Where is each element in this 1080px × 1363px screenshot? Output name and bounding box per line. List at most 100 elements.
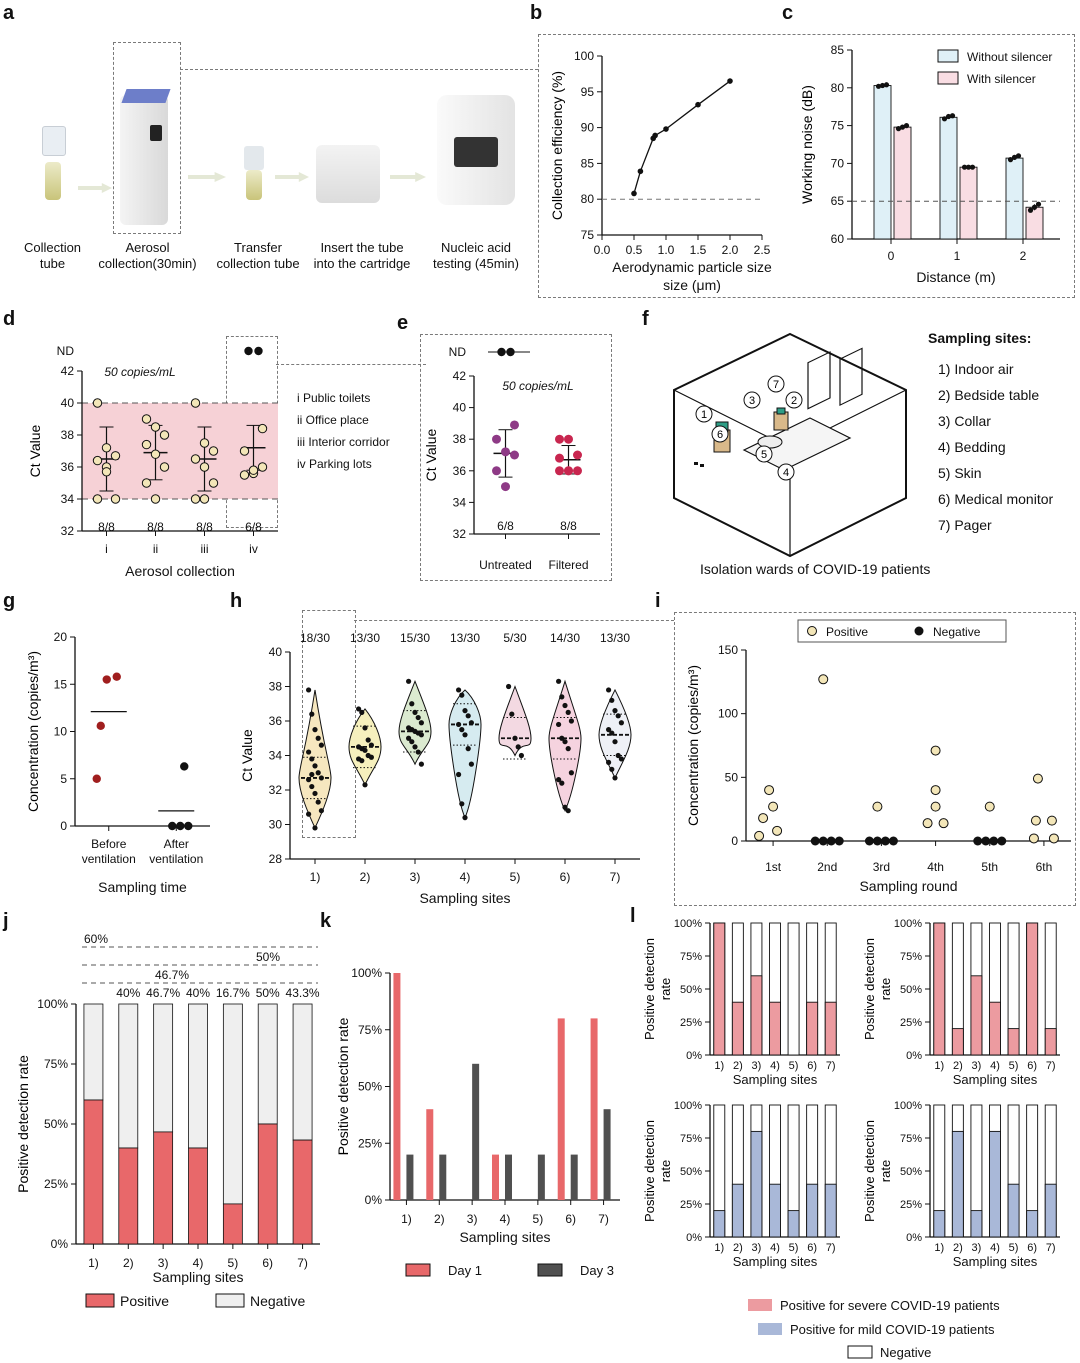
chart-d-y-tick-label: 42 xyxy=(61,364,75,378)
chart-b-data-point xyxy=(727,78,733,84)
chart-e-y-tick-label: 32 xyxy=(453,527,467,541)
chart-i-positive-point xyxy=(872,801,883,812)
panel-label-k: k xyxy=(320,910,332,932)
chart-h-data-point xyxy=(606,687,612,693)
chart-l-legend-mild-swatch xyxy=(758,1323,782,1335)
chart-i-positive-point xyxy=(772,825,783,836)
chart-l-4-y-tick-label: 75% xyxy=(900,1133,922,1145)
chart-g-x-tick-label: After xyxy=(164,837,189,851)
chart-k-x-tick-label: 5) xyxy=(533,1212,544,1226)
chart-h-data-point xyxy=(606,759,612,765)
chart-l-x-tick-label: 1) xyxy=(934,1060,944,1072)
chart-d-y-tick-label: 36 xyxy=(61,460,75,474)
chart-l-negative-bar xyxy=(787,922,800,1056)
chart-l-x-tick-label: 5) xyxy=(1009,1060,1019,1072)
chart-c-data-point xyxy=(961,164,968,170)
panel-label-i: i xyxy=(655,590,661,612)
chart-h-data-point xyxy=(512,735,518,741)
chart-h-y-tick-label: 38 xyxy=(269,680,283,694)
chart-h-data-point xyxy=(556,721,562,728)
chart-d-legend-item: iv Parking lots xyxy=(297,457,372,471)
chart-i-positive-point xyxy=(938,818,949,829)
chart-c-bar xyxy=(873,85,892,240)
chart-e-y-tick-label: 34 xyxy=(453,495,467,509)
chart-h-data-point xyxy=(315,799,321,805)
chart-l-x-tick-label: 7) xyxy=(1046,1242,1056,1254)
chart-c: 60 65 70 75 80 85 0 1 2 Distance (m) Working noise… xyxy=(799,43,1060,285)
chart-l-3-y-tick-label: 0% xyxy=(686,1232,702,1244)
chart-h-x-tick-label: 5) xyxy=(510,870,521,884)
chart-d-x-tick-label: ii xyxy=(153,542,158,556)
chart-j-negative-bar xyxy=(257,1003,278,1125)
panel-label-g: g xyxy=(3,590,16,612)
chart-d-data-point xyxy=(92,455,103,466)
chart-g-data-point xyxy=(96,721,105,731)
chart-e-y-tick-label: 38 xyxy=(453,432,467,446)
chart-d-data-point xyxy=(110,451,121,461)
chart-l-positive-bar xyxy=(933,1210,946,1238)
chart-h-data-point xyxy=(468,761,474,767)
chart-b-x-label: Aerodynamic particle size xyxy=(612,259,772,275)
collection-tube-icon xyxy=(45,162,61,200)
chart-k-bar-day-3 xyxy=(406,1154,414,1200)
chart-l-x-tick-label: 1) xyxy=(714,1242,724,1254)
chart-i-negative-point xyxy=(997,836,1007,846)
chart-d-data-point xyxy=(110,494,121,504)
chart-l-legend-negative-label: Negative xyxy=(880,1345,931,1360)
chart-k-y-label: Positive detection rate xyxy=(335,1017,351,1155)
step-label-transfer: Transfer collection tube xyxy=(216,240,300,271)
chart-g-y-tick-label: 15 xyxy=(54,677,68,691)
step-label-collection-tube: Collection tube xyxy=(23,240,82,271)
chart-k-legend-swatch xyxy=(537,1263,563,1277)
chart-b-data-point xyxy=(663,126,669,132)
chart-j-legend-positive-swatch xyxy=(85,1293,115,1308)
chart-l-positive-bar xyxy=(769,1001,781,1056)
panel-label-c: c xyxy=(782,2,794,24)
chart-l-x-tick-label: 5) xyxy=(789,1060,799,1072)
chart-k-bar-day-3 xyxy=(439,1154,447,1200)
chart-b-data-point xyxy=(637,168,644,175)
chart-b-y-tick-label: 100 xyxy=(574,49,594,63)
sampling-site-item: 2) Bedside table xyxy=(938,387,1040,403)
isolation-ward-icon: 1 2 3 4 5 6 7 xyxy=(673,332,907,558)
chart-d-data-point xyxy=(239,446,250,456)
chart-d-data-point xyxy=(150,494,161,504)
panel-label-d: d xyxy=(3,308,16,330)
chart-c-y-tick-label: 60 xyxy=(831,232,845,246)
chart-h-count-label: 15/30 xyxy=(400,631,430,645)
chart-h-data-point xyxy=(315,770,321,776)
chart-l-positive-bar xyxy=(1044,1028,1057,1056)
aerosol-collector-highlight-box xyxy=(113,42,181,234)
chart-l-y-label: Positive detection xyxy=(642,938,657,1040)
chart-i-x-tick-label: 5th xyxy=(981,860,998,874)
chart-h-violin xyxy=(498,685,532,757)
chart-h-data-point xyxy=(415,714,421,721)
step-label-aerosol-collection: Aerosol collection(30min) xyxy=(98,240,197,271)
chart-b-series-line xyxy=(633,80,731,194)
chart-d: 32 34 36 38 40 42 ND 50 copies/mL 8/8 i 8/8 ii 8/8 ii… xyxy=(27,344,390,579)
chart-j-x-tick-label: 4) xyxy=(193,1256,204,1270)
connector-line-d-e xyxy=(276,364,426,365)
chart-i-positive-point xyxy=(930,785,941,796)
chart-h-x-label: Sampling sites xyxy=(419,890,510,906)
chart-b: 75 80 85 90 95 100 0.0 0.5 1.0 1.5 2.0 2.5 Aerodynam… xyxy=(549,49,772,293)
chart-g-y-tick-label: 10 xyxy=(54,725,68,739)
chart-l-positive-bar xyxy=(933,922,946,1056)
chart-h-data-point xyxy=(459,801,465,807)
chart-b-data-point xyxy=(631,190,637,197)
chart-h-data-point xyxy=(418,732,424,738)
chart-h-data-point xyxy=(612,739,618,745)
chart-l-x-tick-label: 7) xyxy=(826,1242,836,1254)
chart-l-x-tick-label: 7) xyxy=(826,1060,836,1072)
chart-h-data-point xyxy=(406,735,412,741)
chart-d-count-label: 8/8 xyxy=(147,520,164,534)
chart-c-bar xyxy=(1025,206,1044,240)
chart-i-legend-negative-marker xyxy=(914,626,924,636)
chart-c-bar xyxy=(959,166,978,240)
chart-h-data-point xyxy=(312,790,318,797)
chart-c-x-tick-label: 0 xyxy=(888,249,895,263)
chart-l-x-tick-label: 1) xyxy=(934,1242,944,1254)
chart-b-x-tick-label: 2.5 xyxy=(754,243,771,257)
chart-h-data-point xyxy=(556,678,562,684)
chart-e-data-point xyxy=(510,420,519,430)
